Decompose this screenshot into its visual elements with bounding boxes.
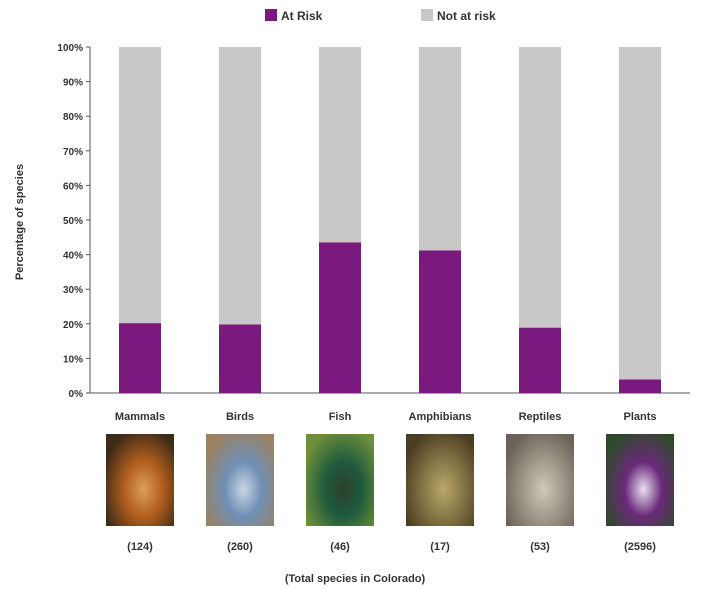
y-tick-label: 10% (63, 354, 83, 365)
bar-at-risk-plants (619, 379, 661, 393)
bar-not-at-risk-birds (219, 47, 261, 325)
bar-not-at-risk-plants (619, 47, 661, 380)
fox-photo (106, 434, 174, 526)
y-tick-label: 90% (63, 78, 83, 89)
x-category-label: Reptiles (519, 411, 562, 423)
y-axis-title: Percentage of species (14, 164, 26, 280)
y-tick-label: 80% (63, 112, 83, 123)
bar-at-risk-amphibians (419, 250, 461, 393)
y-tick-label: 60% (63, 181, 83, 192)
y-tick-label: 0% (69, 389, 84, 400)
legend-label-at-risk: At Risk (281, 9, 323, 23)
x-category-label: Birds (226, 411, 254, 423)
bar-at-risk-reptiles (519, 327, 561, 393)
fish-photo (306, 434, 374, 526)
x-category-label: Plants (623, 411, 656, 423)
y-tick-label: 70% (63, 147, 83, 158)
x-category-label: Fish (329, 411, 352, 423)
legend-label-not-at-risk: Not at risk (437, 9, 496, 23)
bar-at-risk-mammals (119, 323, 161, 393)
x-category-label: Amphibians (409, 411, 472, 423)
legend-swatch-not-at-risk (421, 9, 433, 21)
rattlesnake-photo (506, 434, 574, 526)
y-tick-label: 40% (63, 251, 83, 262)
legend-swatch-at-risk (265, 9, 277, 21)
stacked-bar-chart: At Risk Not at risk Percentage of specie… (14, 9, 690, 423)
species-total: (53) (530, 541, 550, 553)
y-tick-label: 20% (63, 320, 83, 331)
species-total: (2596) (624, 541, 656, 553)
species-total: (260) (227, 541, 253, 553)
x-axis-caption: (Total species in Colorado) (284, 573, 426, 585)
curlew-bird-photo (206, 434, 274, 526)
species-total: (17) (430, 541, 450, 553)
x-category-label: Mammals (115, 411, 165, 423)
species-total: (124) (127, 541, 153, 553)
bar-at-risk-birds (219, 324, 261, 393)
y-tick-label: 100% (57, 43, 83, 54)
bar-not-at-risk-reptiles (519, 47, 561, 328)
legend: At Risk Not at risk (265, 9, 496, 23)
bar-at-risk-fish (319, 242, 361, 393)
y-tick-label: 30% (63, 285, 83, 296)
purple-flower-photo (606, 434, 674, 526)
frog-photo (406, 434, 474, 526)
bar-not-at-risk-mammals (119, 47, 161, 324)
bar-not-at-risk-fish (319, 47, 361, 243)
bar-not-at-risk-amphibians (419, 47, 461, 251)
species-total: (46) (330, 541, 350, 553)
y-tick-label: 50% (63, 216, 83, 227)
